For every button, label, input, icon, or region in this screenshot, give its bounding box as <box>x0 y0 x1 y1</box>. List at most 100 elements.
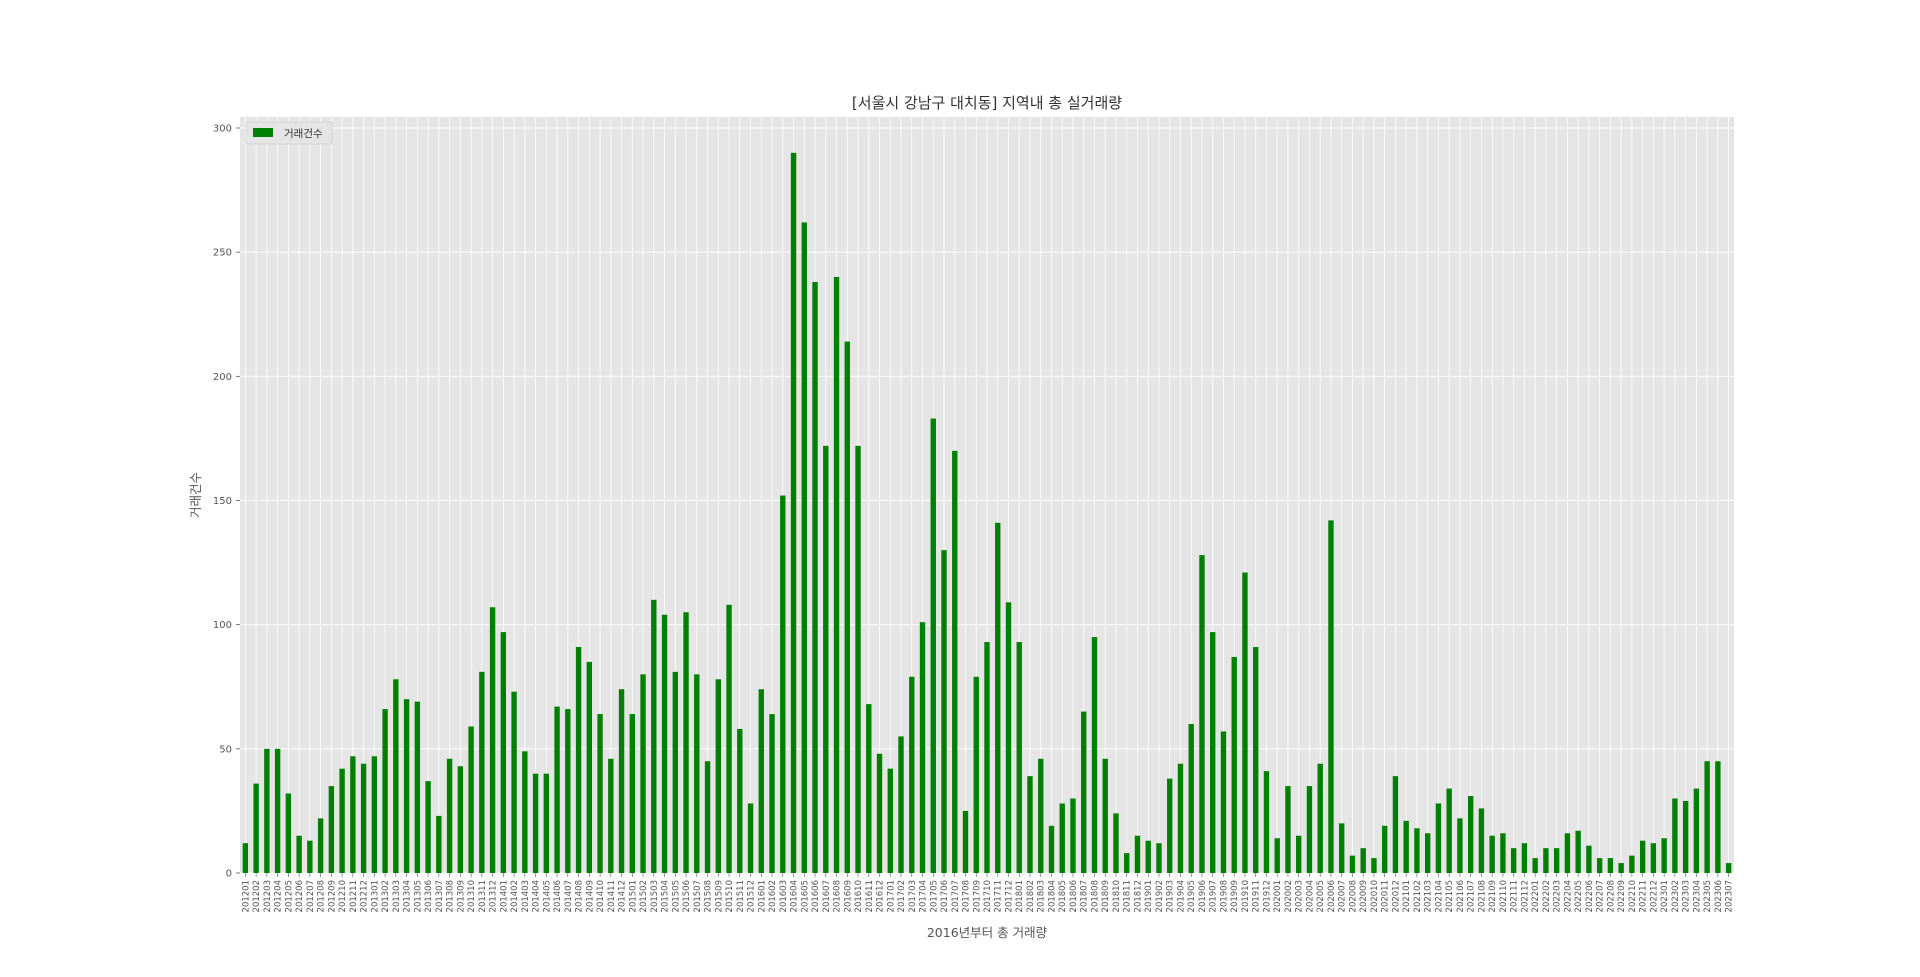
bar <box>1231 656 1237 873</box>
x-tick-label: 202003 <box>1295 880 1305 912</box>
bar <box>522 751 528 873</box>
x-tick-label: 202107 <box>1467 880 1477 912</box>
x-tick-label: 201505 <box>671 880 681 912</box>
x-tick-label: 201907 <box>1209 880 1219 912</box>
x-tick-label: 202012 <box>1391 880 1401 912</box>
bar <box>1392 776 1399 873</box>
x-tick-label: 201310 <box>467 880 477 912</box>
x-tick-label: 202006 <box>1327 880 1337 912</box>
bar <box>1650 843 1657 873</box>
bar <box>1575 830 1581 873</box>
x-tick-label: 202204 <box>1563 880 1573 912</box>
bar <box>1435 803 1442 873</box>
x-tick-label: 201301 <box>370 880 380 912</box>
bar <box>1500 833 1506 873</box>
x-tick-label: 201405 <box>542 880 552 912</box>
bar <box>1253 647 1259 873</box>
legend-box <box>245 121 333 145</box>
bar <box>1607 858 1614 873</box>
x-tick-label: 202102 <box>1413 880 1423 912</box>
x-tick-label: 201408 <box>575 880 585 912</box>
bar <box>726 604 732 873</box>
bar <box>887 768 893 873</box>
x-tick-label: 201210 <box>338 880 348 912</box>
x-tick-label: 201706 <box>940 880 950 912</box>
bar <box>1188 724 1194 873</box>
x-tick-label: 201607 <box>822 880 832 912</box>
x-tick-label: 201602 <box>768 880 778 912</box>
bar <box>823 445 829 873</box>
x-tick-label: 201406 <box>553 880 563 912</box>
x-tick-label: 201502 <box>639 880 649 912</box>
x-tick-label: 201202 <box>252 880 262 912</box>
bar <box>1478 808 1485 873</box>
bar <box>898 736 904 873</box>
bar <box>285 793 292 873</box>
bar <box>995 522 1001 873</box>
bar <box>747 803 754 873</box>
x-tick-label: 202106 <box>1456 880 1466 912</box>
x-tick-label: 202110 <box>1499 880 1509 912</box>
x-tick-label: 201612 <box>876 880 886 912</box>
bar <box>317 818 324 873</box>
x-tick-label: 201707 <box>951 880 961 912</box>
bar <box>1403 820 1409 873</box>
x-tick-label: 202005 <box>1316 880 1326 912</box>
x-tick-label: 201708 <box>962 880 972 912</box>
x-tick-label: 201306 <box>424 880 434 912</box>
x-tick-label: 201211 <box>349 880 359 912</box>
y-axis-label: 거래건수 <box>188 472 203 518</box>
bar <box>758 689 764 873</box>
bar <box>790 152 797 874</box>
bar <box>479 671 485 873</box>
bar <box>532 773 539 873</box>
x-tick-label: 201812 <box>1133 880 1143 912</box>
x-tick-label: 202211 <box>1639 880 1649 912</box>
bar <box>253 783 259 873</box>
bar <box>919 622 926 873</box>
x-tick-label: 202207 <box>1596 880 1606 912</box>
bar <box>661 614 668 873</box>
x-tick-label: 202009 <box>1359 880 1369 912</box>
bar <box>608 758 614 873</box>
x-tick-label: 201802 <box>1026 880 1036 912</box>
x-axis-label: 2016년부터 총 거래량 <box>927 925 1048 940</box>
bar <box>1672 798 1678 873</box>
x-tick-label: 202101 <box>1402 880 1412 912</box>
bar <box>597 714 603 873</box>
bar <box>1091 637 1098 873</box>
bar <box>414 701 421 873</box>
bar <box>1328 520 1334 873</box>
bar <box>382 709 388 873</box>
bar <box>543 773 550 873</box>
bar <box>1167 778 1173 873</box>
bar <box>1102 758 1108 873</box>
bar <box>307 840 313 873</box>
x-tick-label: 201903 <box>1166 880 1176 912</box>
bar <box>446 758 453 873</box>
x-tick-label: 201402 <box>510 880 520 912</box>
x-tick-label: 201507 <box>693 880 703 912</box>
bar <box>393 679 399 873</box>
x-tick-label: 201510 <box>725 880 735 912</box>
x-tick-label: 201401 <box>499 880 509 912</box>
x-tick-label: 201604 <box>790 880 800 912</box>
bar <box>436 815 442 873</box>
bar <box>715 679 721 873</box>
bar <box>511 691 517 873</box>
x-tick-label: 201212 <box>360 880 370 912</box>
bar <box>1242 572 1248 873</box>
bar <box>1457 818 1463 873</box>
bar <box>1360 848 1366 873</box>
bar <box>425 781 431 873</box>
x-tick-label: 201411 <box>607 880 617 912</box>
x-tick-label: 202011 <box>1381 880 1391 912</box>
bar <box>350 756 356 873</box>
x-tick-label: 202305 <box>1703 880 1713 912</box>
x-tick-label: 201611 <box>865 880 875 912</box>
bar <box>1263 771 1270 873</box>
bar <box>1134 835 1141 873</box>
bar <box>1016 642 1022 873</box>
bar <box>1296 835 1302 873</box>
bar <box>855 445 861 873</box>
